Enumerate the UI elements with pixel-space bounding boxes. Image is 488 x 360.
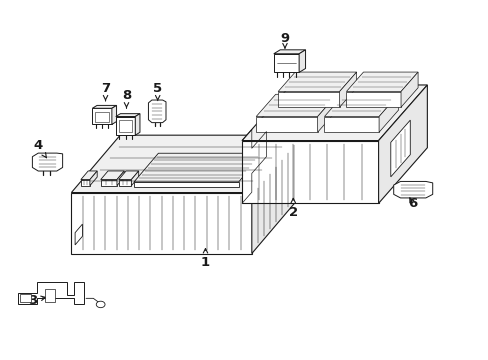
Bar <box>20 294 31 302</box>
Text: 8: 8 <box>122 89 131 108</box>
Circle shape <box>96 301 105 308</box>
Text: 5: 5 <box>153 82 162 101</box>
Polygon shape <box>119 171 139 180</box>
Polygon shape <box>339 72 356 107</box>
Polygon shape <box>101 180 117 186</box>
Polygon shape <box>134 153 263 182</box>
Text: 7: 7 <box>101 82 110 101</box>
Polygon shape <box>92 105 116 108</box>
Polygon shape <box>101 171 124 180</box>
Polygon shape <box>278 72 356 91</box>
Bar <box>44 289 55 302</box>
Polygon shape <box>242 140 378 203</box>
Polygon shape <box>135 114 140 135</box>
Bar <box>95 112 109 122</box>
Polygon shape <box>324 94 398 117</box>
Polygon shape <box>71 135 300 193</box>
Text: 6: 6 <box>407 197 416 210</box>
Polygon shape <box>75 224 82 245</box>
Text: 9: 9 <box>280 32 289 48</box>
Polygon shape <box>346 91 400 107</box>
Polygon shape <box>390 120 409 177</box>
Polygon shape <box>90 171 97 186</box>
Text: 4: 4 <box>34 139 46 158</box>
Polygon shape <box>116 114 140 117</box>
Polygon shape <box>256 94 336 117</box>
Bar <box>119 121 132 132</box>
Polygon shape <box>378 85 427 203</box>
Text: 3: 3 <box>28 294 45 307</box>
Polygon shape <box>81 171 97 180</box>
Polygon shape <box>378 94 398 132</box>
Polygon shape <box>400 72 417 107</box>
Polygon shape <box>242 85 427 140</box>
Polygon shape <box>32 153 62 171</box>
Polygon shape <box>148 100 165 123</box>
Polygon shape <box>112 105 116 125</box>
Polygon shape <box>273 50 305 54</box>
Polygon shape <box>92 108 112 125</box>
Polygon shape <box>134 182 238 187</box>
Polygon shape <box>273 54 299 72</box>
Polygon shape <box>119 180 131 186</box>
Polygon shape <box>81 180 90 186</box>
Polygon shape <box>324 117 378 132</box>
Polygon shape <box>117 171 124 186</box>
Polygon shape <box>18 282 83 304</box>
Polygon shape <box>346 72 417 91</box>
Text: 2: 2 <box>288 198 297 219</box>
Polygon shape <box>71 193 251 253</box>
Polygon shape <box>299 50 305 72</box>
Polygon shape <box>317 94 336 132</box>
Text: 1: 1 <box>201 248 210 269</box>
Polygon shape <box>116 117 135 135</box>
Polygon shape <box>256 117 317 132</box>
Polygon shape <box>131 171 139 186</box>
Polygon shape <box>278 91 339 107</box>
Polygon shape <box>251 135 300 253</box>
Polygon shape <box>393 181 432 198</box>
